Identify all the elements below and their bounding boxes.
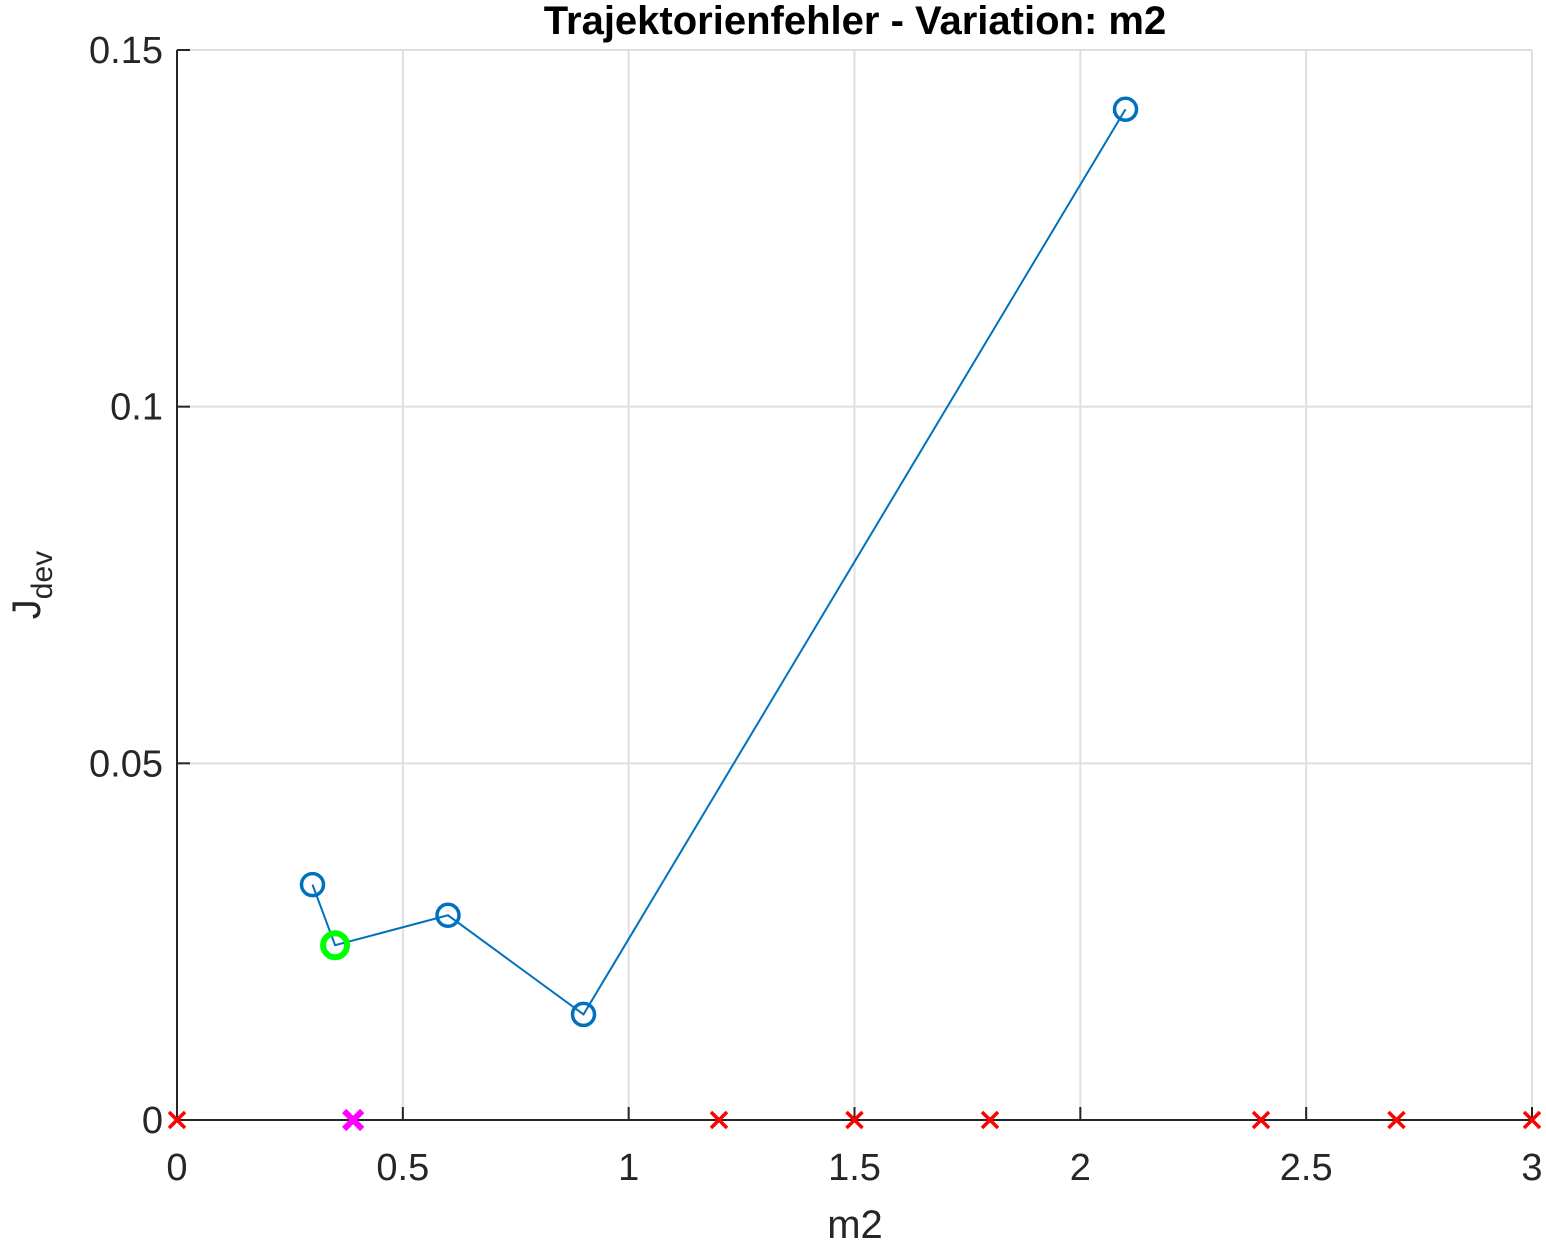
x-tick-label: 0.5 [376, 1147, 429, 1189]
failed-point-stroke [167, 1110, 187, 1130]
failed-point-marker [167, 1110, 187, 1130]
failed-point-stroke [845, 1110, 864, 1130]
highlight-point [320, 930, 351, 961]
failed-point-marker [1387, 1110, 1406, 1130]
series-line [311, 108, 1127, 1016]
marker-layer [167, 96, 1542, 1132]
y-axis-label-main: J [5, 599, 49, 619]
failed-point-marker [1251, 1110, 1271, 1130]
svg-text:Jdev: Jdev [5, 551, 59, 619]
y-tick-label: 0.05 [89, 743, 163, 785]
label-layer: 0 0.5 1 1.5 2 2.5 3 0 0.05 0.1 0.15 [89, 30, 1543, 1189]
data-point [570, 1001, 597, 1028]
series-layer [311, 108, 1127, 1016]
x-tick-label: 3 [1521, 1147, 1542, 1189]
failed-point-marker [709, 1110, 729, 1130]
x-tick-label: 2.5 [1280, 1147, 1333, 1189]
x-tick-label: 0 [166, 1147, 187, 1189]
failed-point-marker [980, 1110, 1000, 1130]
x-axis-label: m2 [827, 1203, 883, 1243]
y-axis-label: Jdev [5, 551, 59, 619]
failed-point-stroke [1522, 1110, 1542, 1130]
reference-point-stroke [342, 1108, 365, 1132]
x-tick-label: 2 [1070, 1147, 1091, 1189]
x-tick-label: 1.5 [828, 1147, 881, 1189]
data-point [299, 871, 326, 898]
y-tick-label: 0.1 [110, 387, 163, 429]
failed-point-stroke [709, 1110, 729, 1130]
y-axis-label-sub: dev [26, 551, 59, 599]
y-tick-label: 0 [142, 1100, 163, 1142]
chart-title: Trajektorienfehler - Variation: m2 [544, 0, 1166, 43]
y-tick-label: 0.15 [89, 30, 163, 72]
failed-point-stroke [980, 1110, 1000, 1130]
reference-point-marker [342, 1108, 365, 1132]
data-point [435, 902, 461, 929]
failed-point-stroke [1251, 1110, 1271, 1130]
grid [176, 49, 1533, 1121]
failed-point-stroke [1387, 1110, 1406, 1130]
failed-point-marker [845, 1110, 864, 1130]
failed-point-marker [1522, 1110, 1542, 1130]
data-point [1112, 96, 1139, 122]
x-tick-label: 1 [618, 1147, 639, 1189]
